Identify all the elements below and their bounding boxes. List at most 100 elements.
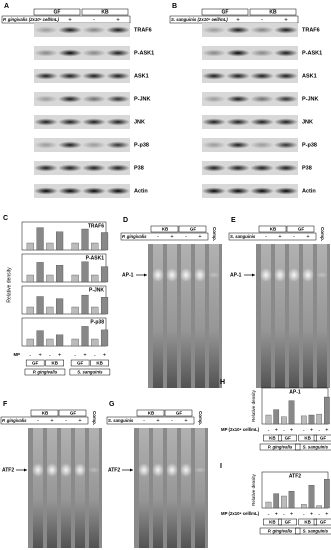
bar xyxy=(300,415,307,425)
band xyxy=(274,141,298,149)
species-label: P. gingivalis xyxy=(33,369,58,374)
panel-label: H xyxy=(220,379,225,386)
bar xyxy=(36,296,44,315)
sign: - xyxy=(45,17,47,23)
sign: - xyxy=(143,418,145,424)
gel-band xyxy=(194,268,206,282)
sign: - xyxy=(74,352,76,358)
sign: + xyxy=(156,418,159,424)
gel-band xyxy=(152,268,164,282)
row-label: TRAF6 xyxy=(302,27,320,33)
box xyxy=(298,518,317,526)
group-label: KB xyxy=(162,226,169,231)
band xyxy=(34,187,58,195)
group-label: GF xyxy=(285,519,292,524)
band xyxy=(250,141,274,149)
band-label: AP-1 xyxy=(122,272,134,278)
sign: + xyxy=(290,511,293,517)
band xyxy=(226,49,250,57)
gel-lane xyxy=(209,244,219,388)
bar xyxy=(288,491,295,509)
band xyxy=(106,72,130,80)
row-label: P38 xyxy=(302,165,312,171)
bar xyxy=(265,501,272,509)
gel-band xyxy=(208,272,220,278)
row-label: TRAF6 xyxy=(134,27,152,33)
chart-title: ATF2 xyxy=(289,473,301,479)
group-label: KB xyxy=(101,10,109,16)
band xyxy=(58,118,82,126)
row-label: JNK xyxy=(134,119,145,125)
sign: - xyxy=(283,427,285,433)
gel-lane xyxy=(61,428,71,548)
band xyxy=(34,164,58,172)
treatment-label: P. gingivalis (2x10⁸ cell/mL) xyxy=(3,17,59,22)
mp-label: MP xyxy=(14,352,21,357)
band xyxy=(250,95,274,103)
gel-band xyxy=(274,268,286,282)
band xyxy=(226,187,250,195)
band xyxy=(202,118,226,126)
arrow-head xyxy=(144,273,147,277)
group-label: KB xyxy=(96,360,103,365)
box xyxy=(81,8,129,16)
bar xyxy=(281,416,287,425)
band-label: ATF2 xyxy=(108,467,120,473)
band xyxy=(274,26,298,34)
band xyxy=(226,164,250,172)
panel-label: E xyxy=(231,217,236,224)
panel-label: G xyxy=(109,401,115,408)
band xyxy=(82,72,106,80)
bar xyxy=(281,495,287,509)
bar xyxy=(308,485,315,509)
row-label: P-JNK xyxy=(134,96,151,102)
gel-lane xyxy=(181,244,191,388)
row-label: Actin xyxy=(134,188,148,194)
gel-band xyxy=(60,463,72,477)
gel-band xyxy=(46,463,58,477)
box xyxy=(45,359,64,367)
box xyxy=(201,8,249,16)
mp-label: MP (2x10⁸ cell/mL) xyxy=(221,427,260,432)
band xyxy=(202,141,226,149)
chart-frame xyxy=(261,471,329,509)
group-label: KB xyxy=(269,519,276,524)
sign: + xyxy=(310,511,313,517)
mp-label: MP (2x10⁸ cell/mL) xyxy=(221,511,260,516)
gel-lane xyxy=(47,428,57,548)
bar xyxy=(71,274,79,283)
gel-lane xyxy=(167,428,177,548)
sign: + xyxy=(275,427,278,433)
row-label: ASK1 xyxy=(134,73,149,79)
gel-band xyxy=(302,268,314,282)
sign: + xyxy=(50,418,53,424)
gel-band xyxy=(180,268,192,282)
bar xyxy=(91,306,99,315)
treatment-label: S. sanguinis (2x10⁸ cell/mL) xyxy=(171,17,228,22)
gel-lane xyxy=(153,428,163,548)
band xyxy=(58,72,82,80)
row-label: P-JNK xyxy=(302,96,319,102)
band xyxy=(34,26,58,34)
bar xyxy=(46,306,54,315)
box xyxy=(228,232,317,241)
group-label: GF xyxy=(70,410,77,415)
sign: + xyxy=(103,352,106,358)
bar xyxy=(316,413,323,425)
sign: + xyxy=(78,418,81,424)
band xyxy=(82,164,106,172)
box xyxy=(70,359,90,367)
band xyxy=(226,26,250,34)
bar xyxy=(81,261,89,283)
sign: - xyxy=(171,418,173,424)
box xyxy=(259,527,301,535)
sign: + xyxy=(38,352,41,358)
row-label: JNK xyxy=(302,119,313,125)
group-label: KB xyxy=(148,410,155,415)
bar xyxy=(324,396,330,425)
bar xyxy=(81,228,89,251)
gel-lane xyxy=(139,428,149,548)
bar xyxy=(26,338,34,347)
sign: + xyxy=(198,234,201,240)
gel-band xyxy=(194,467,206,473)
